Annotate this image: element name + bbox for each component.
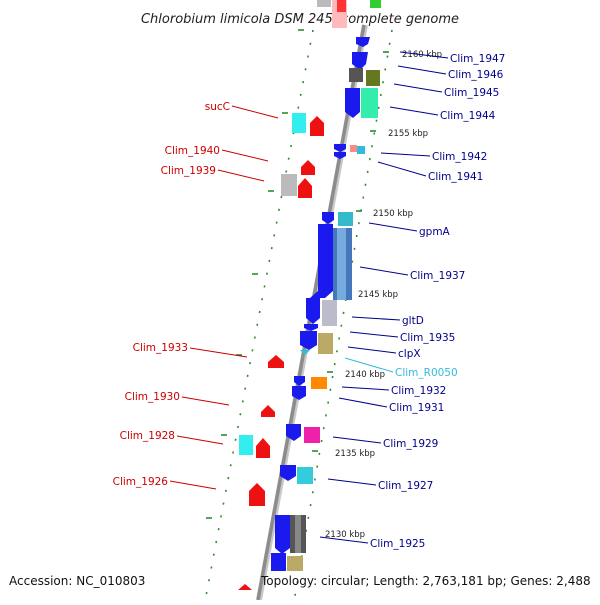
- right-gene-labels: Clim_1947 Clim_1946 Clim_1945 Clim_1944 …: [370, 53, 505, 550]
- gene-arrow: [310, 116, 324, 136]
- gene-block: [287, 556, 303, 571]
- genome-summary-text: Topology: circular; Length: 2,763,181 bp…: [261, 574, 591, 588]
- gene-label[interactable]: clpX: [398, 348, 421, 360]
- gene-label[interactable]: Clim_1939: [161, 165, 216, 177]
- gene-arrow: [275, 515, 290, 554]
- kbp-label: 2130 kbp: [325, 530, 365, 540]
- gene-block: [292, 113, 306, 133]
- gene-label[interactable]: Clim_1937: [410, 270, 465, 282]
- gene-arrow: [256, 438, 270, 458]
- gene-arrow: [306, 298, 320, 324]
- gene-arrow: [322, 212, 334, 224]
- gene-arrow: [300, 350, 310, 355]
- gene-label[interactable]: gpmA: [419, 226, 451, 238]
- gene-arrow: [294, 376, 305, 386]
- gene-block: [304, 427, 320, 443]
- gene-label[interactable]: sucC: [205, 101, 230, 113]
- gene-label[interactable]: Clim_R0050: [395, 367, 458, 379]
- gene-label[interactable]: Clim_1945: [444, 87, 499, 99]
- gene-block: [295, 515, 301, 553]
- gene-arrow: [261, 405, 275, 417]
- gene-arrow: [286, 424, 301, 441]
- gene-block: [370, 0, 381, 8]
- gene-label[interactable]: Clim_1947: [450, 53, 505, 65]
- kbp-label: 2140 kbp: [345, 370, 385, 380]
- gene-arrow: [292, 386, 306, 400]
- reverse-strand-genes: [238, 0, 347, 590]
- map-title: Chlorobium limicola DSM 245, complete ge…: [141, 12, 459, 27]
- gene-block: [349, 68, 363, 82]
- gene-arrow: [298, 178, 312, 198]
- gene-block: [317, 0, 331, 7]
- gene-arrow: [356, 37, 370, 47]
- gene-label[interactable]: Clim_1942: [432, 151, 487, 163]
- gene-block: [361, 88, 378, 118]
- gene-label[interactable]: Clim_1926: [113, 476, 169, 488]
- gene-label[interactable]: Clim_1925: [370, 538, 425, 550]
- kbp-label: 2155 kbp: [388, 129, 428, 139]
- gene-label[interactable]: Clim_1929: [383, 438, 438, 450]
- gene-label[interactable]: Clim_1932: [391, 385, 446, 397]
- gene-arrow: [238, 584, 252, 590]
- guide-dots: [205, 29, 393, 597]
- gene-block: [337, 228, 346, 300]
- gene-arrow: [249, 483, 265, 506]
- gene-arrow: [301, 160, 315, 175]
- gene-label[interactable]: Clim_1927: [378, 480, 433, 492]
- right-leader-lines: [319, 51, 449, 544]
- gene-block: [366, 70, 380, 86]
- gene-arrow: [304, 324, 318, 331]
- forward-strand-genes: [271, 0, 381, 571]
- gene-block: [239, 435, 253, 455]
- gene-block: [297, 467, 313, 484]
- gene-block: [322, 300, 337, 326]
- gene-arrow: [310, 224, 333, 298]
- gene-block: [271, 553, 286, 571]
- gene-block: [337, 0, 346, 12]
- gene-block: [318, 333, 333, 354]
- gene-arrow: [345, 88, 360, 118]
- gene-label[interactable]: Clim_1941: [428, 171, 483, 183]
- gene-arrow: [334, 144, 346, 152]
- gene-arrow: [300, 331, 317, 350]
- gene-label[interactable]: Clim_1935: [400, 332, 455, 344]
- gene-label[interactable]: Clim_1931: [389, 402, 444, 414]
- gene-label[interactable]: gltD: [402, 315, 424, 327]
- kbp-label: 2145 kbp: [358, 290, 398, 300]
- gene-arrow: [280, 465, 296, 481]
- gene-label[interactable]: Clim_1930: [125, 391, 180, 403]
- gene-block: [350, 145, 357, 152]
- gene-label[interactable]: Clim_1933: [133, 342, 188, 354]
- left-gene-labels: sucC Clim_1940 Clim_1939 Clim_1933 Clim_…: [113, 101, 230, 488]
- gene-label[interactable]: Clim_1928: [120, 430, 175, 442]
- gene-block: [357, 146, 365, 154]
- gene-arrow: [334, 152, 346, 159]
- accession-text: Accession: NC_010803: [9, 574, 146, 588]
- kbp-label: 2150 kbp: [373, 209, 413, 219]
- gene-block: [338, 212, 353, 226]
- gene-arrow: [268, 355, 284, 368]
- gene-label[interactable]: Clim_1940: [165, 145, 220, 157]
- gene-label[interactable]: Clim_1946: [448, 69, 504, 81]
- kbp-label: 2135 kbp: [335, 449, 375, 459]
- left-leader-lines: [169, 105, 279, 490]
- gene-label[interactable]: Clim_1944: [440, 110, 496, 122]
- gene-block: [281, 174, 297, 196]
- gene-arrow: [352, 52, 368, 70]
- gene-block: [311, 377, 327, 389]
